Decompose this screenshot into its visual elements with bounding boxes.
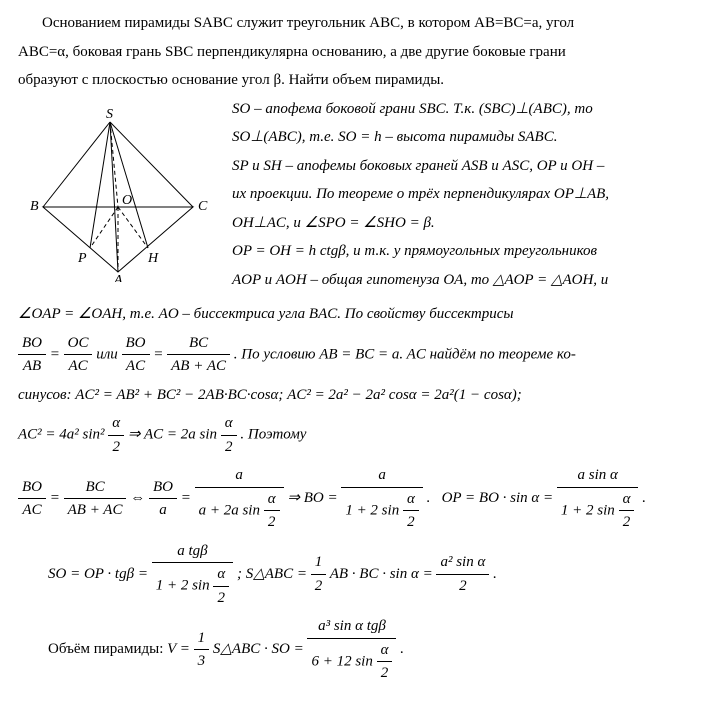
svg-text:H: H xyxy=(147,251,159,266)
sol-4: ∠OAP = ∠OAH, т.е. AO – биссектриса угла … xyxy=(18,303,700,326)
sol-5: BOAB = OCAC или BOAC = BCAB + AC . По ус… xyxy=(18,332,700,378)
sol-answer: Объём пирамиды: V = 13 S△ABC · SO = a³ s… xyxy=(18,615,700,685)
problem-line-1: Основанием пирамиды SABC служит треуголь… xyxy=(18,12,700,35)
svg-text:A: A xyxy=(113,273,123,282)
pyramid-diagram: S B C A O P H xyxy=(18,102,218,282)
svg-text:C: C xyxy=(198,199,208,214)
sol-9: SO = OP · tgβ = a tgβ 1 + 2 sin α2 ; S△A… xyxy=(18,540,700,610)
sol-6: синусов: AC² = AB² + BC² − 2AB·BC·cosα; … xyxy=(18,384,700,407)
sol-8: BOAC = BCAB + AC ⇔ BOa = a a + 2a sin α2… xyxy=(18,464,700,534)
problem-line-2: ABC=α, боковая грань SBC перпендикулярна… xyxy=(18,41,700,64)
svg-text:S: S xyxy=(106,107,113,122)
sol-7: AC² = 4a² sin² α2 ⇒ AC = 2a sin α2 . Поэ… xyxy=(18,412,700,458)
svg-text:B: B xyxy=(30,199,39,214)
svg-text:P: P xyxy=(77,251,87,266)
problem-line-3: образуют с плоскостью основание угол β. … xyxy=(18,69,700,92)
svg-text:O: O xyxy=(122,193,132,208)
